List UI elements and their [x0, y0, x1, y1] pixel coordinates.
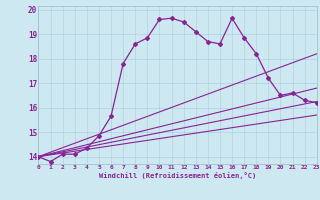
X-axis label: Windchill (Refroidissement éolien,°C): Windchill (Refroidissement éolien,°C)	[99, 172, 256, 179]
